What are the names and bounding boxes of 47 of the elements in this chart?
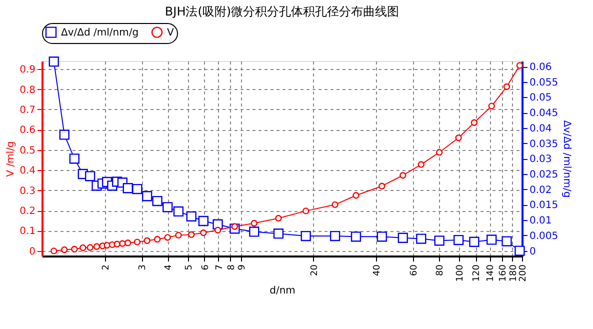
y-tick-label: 0.6: [20, 125, 36, 136]
y2-tick-label: 0.025: [530, 170, 558, 181]
x-axis-title: d/nm: [270, 286, 296, 297]
y-tick-label: 0.1: [20, 226, 36, 238]
x-tick-label: 6: [200, 264, 211, 270]
x-tick-label: 200: [518, 264, 528, 282]
x-tick-label: 5: [184, 264, 194, 270]
x-tick-label: 20: [310, 264, 320, 276]
y-tick-label: 0: [29, 246, 36, 258]
x-tick-label: 9: [238, 264, 248, 270]
legend-label: V: [167, 27, 174, 38]
y-tick-label: 0.9: [20, 64, 36, 76]
y2-tick-label: 0.055: [530, 77, 558, 88]
x-tick-label: 2: [101, 264, 112, 270]
y-tick-label: 0.8: [20, 84, 36, 96]
x-tick-label: 8: [226, 264, 237, 270]
y2-tick-label: 0.015: [530, 200, 558, 212]
y2-tick-label: 0.005: [530, 230, 558, 242]
x-tick-label: 60: [409, 264, 420, 276]
x-tick-label: 120: [472, 264, 482, 282]
x-tick-label: 100: [456, 264, 466, 282]
y2-axis-title: Δv/Δd /ml/nm/g: [561, 120, 572, 198]
y2-tick-label: 0.035: [530, 138, 558, 150]
x-tick-label: 40: [372, 264, 383, 276]
x-tick-label: 80: [435, 264, 446, 276]
y-tick-label: 0.5: [20, 145, 36, 156]
x-tick-label: 140: [486, 264, 496, 282]
y-tick-label: 0.2: [20, 206, 36, 218]
y2-tick-label: 0.04: [530, 123, 552, 134]
y2-tick-label: 0.02: [530, 184, 552, 196]
y2-tick-label: 0.05: [530, 92, 552, 104]
x-tick-label: 3: [138, 264, 148, 270]
chart-title: BJH法(吸附)微分积分孔体积孔径分布曲线图: [164, 4, 400, 18]
y-tick-label: 0.4: [20, 166, 36, 177]
x-tick-label: 4: [164, 264, 174, 270]
y-axis-title: V /ml/g: [6, 141, 17, 177]
y2-tick-label: 0.06: [530, 62, 552, 74]
y2-tick-label: 0.03: [530, 154, 552, 166]
x-tick-label: 180: [508, 264, 519, 282]
x-tick-label: 7: [214, 264, 225, 270]
y2-tick-label: 0.01: [530, 216, 552, 227]
y-tick-label: 0.3: [20, 186, 36, 197]
x-tick-label: 160: [498, 264, 508, 282]
y-tick-label: 0.7: [20, 104, 36, 116]
legend-label: Δv/Δd /ml/nm/g: [61, 27, 139, 38]
y2-tick-label: 0.045: [530, 108, 558, 120]
y2-tick-label: 0: [530, 246, 536, 258]
